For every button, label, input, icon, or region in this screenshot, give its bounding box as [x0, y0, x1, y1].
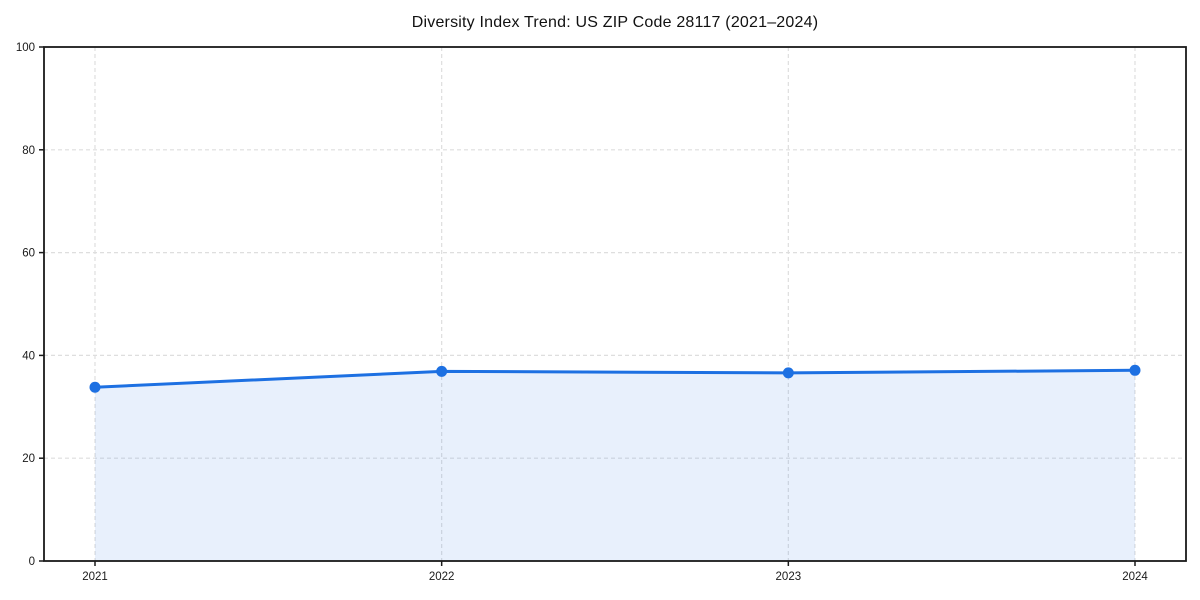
data-point-marker[interactable] [782, 367, 794, 379]
plot-border [43, 46, 1187, 562]
y-axis-tick-label: 40 [22, 350, 35, 362]
data-point-marker[interactable] [436, 365, 448, 377]
x-axis-tick-label: 2022 [429, 571, 455, 583]
series-area-fill [95, 370, 1135, 561]
chart-title: Diversity Index Trend: US ZIP Code 28117… [411, 14, 819, 31]
x-axis-tick-label: 2023 [776, 571, 802, 583]
y-axis-tick-label: 100 [16, 42, 35, 54]
y-axis-tick-label: 80 [22, 145, 35, 157]
x-axis-tick-label: 2021 [82, 571, 108, 583]
y-axis-tick-label: 60 [22, 248, 35, 260]
x-axis-tick-label: 2024 [1122, 571, 1148, 583]
y-axis-tick-label: 20 [22, 453, 35, 465]
y-axis-tick-label: 0 [29, 556, 35, 568]
series-line [93, 368, 1137, 389]
data-point-marker[interactable] [89, 381, 101, 393]
data-point-marker[interactable] [1129, 364, 1141, 376]
